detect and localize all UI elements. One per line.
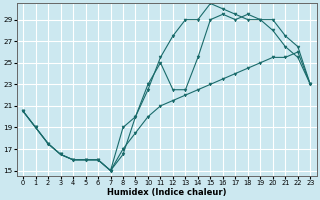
X-axis label: Humidex (Indice chaleur): Humidex (Indice chaleur) xyxy=(107,188,227,197)
